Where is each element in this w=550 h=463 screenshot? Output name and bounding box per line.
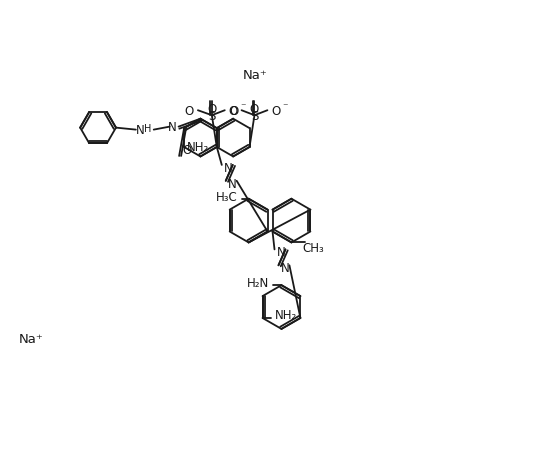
Text: ⁻: ⁻ [240,102,245,112]
Text: N: N [135,124,144,137]
Text: Na⁺: Na⁺ [243,69,267,82]
Text: O: O [272,105,281,118]
Text: S: S [208,109,216,122]
Text: N: N [281,261,290,274]
Text: H₃C: H₃C [216,191,238,204]
Text: N: N [277,245,286,258]
Text: S: S [251,109,258,122]
Text: H: H [144,123,151,133]
Text: N: N [224,162,233,175]
Text: O: O [250,102,259,115]
Text: H₂N: H₂N [246,276,269,289]
Text: O: O [183,144,192,157]
Text: NH₂: NH₂ [188,140,210,153]
Text: O: O [184,105,194,118]
Text: N: N [168,121,177,134]
Text: Na⁺: Na⁺ [19,332,44,345]
Text: O: O [228,105,237,118]
Text: NH₂: NH₂ [275,309,298,322]
Text: ⁻: ⁻ [283,102,288,112]
Text: CH₃: CH₃ [302,241,324,254]
Text: N: N [228,178,237,191]
Text: O: O [229,105,238,118]
Text: O: O [207,102,217,115]
